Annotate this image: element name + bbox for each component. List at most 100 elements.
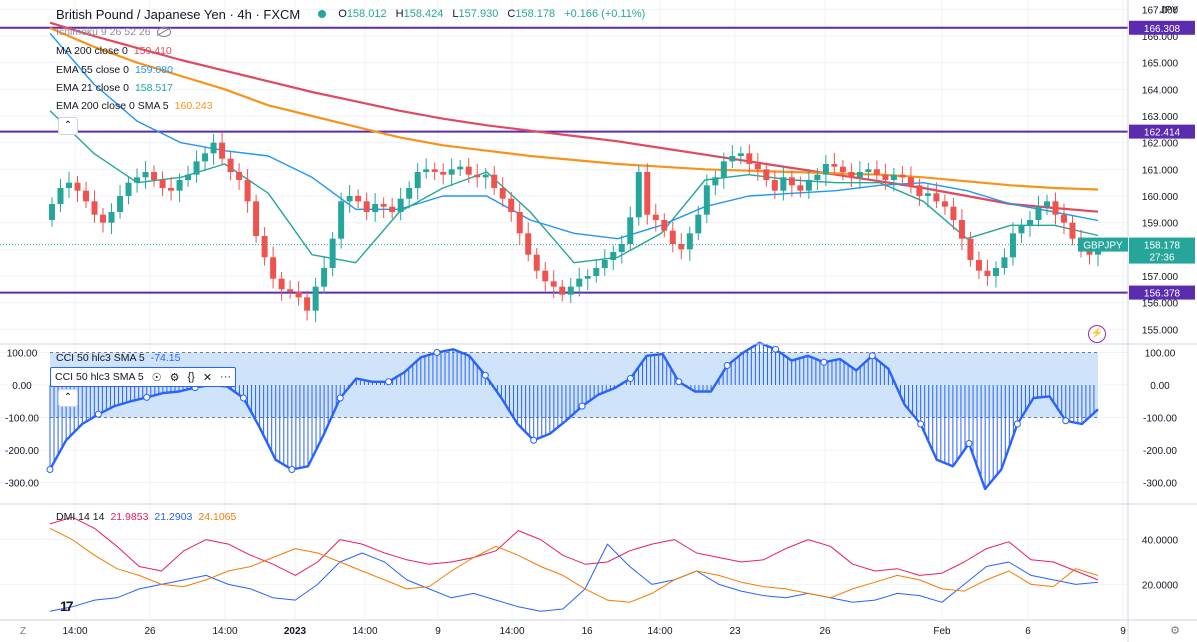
- candle-body: [295, 292, 302, 298]
- cci-toolbar[interactable]: CCI 50 hlc3 SMA 5 ☉ ⚙ {} ✕ ···: [50, 367, 237, 387]
- close-value: 158.178: [515, 8, 556, 20]
- collapse-cci-button[interactable]: ⌃: [58, 389, 78, 407]
- timezone-label[interactable]: Z: [20, 626, 27, 637]
- candle-body: [754, 164, 761, 170]
- cci-point: [965, 440, 973, 447]
- gear-icon[interactable]: ⚙: [169, 371, 180, 384]
- dmi-line-di: [49, 543, 1099, 612]
- cci-point: [868, 352, 876, 360]
- candle-body: [176, 180, 183, 191]
- legend-ema21[interactable]: EMA 21 close 0 158.517: [56, 82, 173, 94]
- legend-ichimoku-label: Ichimoku 9 26 52 26: [56, 26, 151, 38]
- candle-body: [74, 182, 81, 191]
- time-axis[interactable]: 14:00 26 14:00 2023 14:00 9 14:00 16 14:00 23 26 Fe…: [62, 626, 1126, 637]
- overlay-ma-200-close-0: [49, 21, 1099, 213]
- low-label: L: [452, 8, 459, 20]
- candle-body: [1043, 201, 1050, 207]
- legend-cci[interactable]: CCI 50 hlc3 SMA 5 -74.15: [56, 352, 181, 364]
- legend-ema200-value: 160.243: [174, 100, 213, 112]
- dmi-tick-label: 40.0000: [1142, 536, 1179, 547]
- hidden-eye-icon[interactable]: [156, 27, 171, 37]
- candle-body: [924, 193, 931, 196]
- close-icon[interactable]: ✕: [202, 371, 213, 384]
- candle-body: [831, 164, 838, 167]
- candle-body: [584, 276, 591, 279]
- symbol-tag: [1078, 237, 1128, 252]
- chart-header: British Pound / Japanese Yen · 4h · FXCM…: [56, 6, 645, 22]
- candle-body: [108, 212, 115, 223]
- chevron-up-icon: ⌃: [63, 392, 73, 403]
- candle-body: [253, 201, 260, 236]
- candle-body: [644, 172, 651, 215]
- candle-body: [992, 268, 999, 276]
- collapse-legend-button[interactable]: ⌃: [58, 117, 78, 135]
- candle-body: [525, 233, 532, 255]
- overlay-ema-200-close-0-sma-5: [49, 26, 1099, 191]
- legend-ema55-label: EMA 55 close 0: [56, 64, 129, 76]
- candle-body: [686, 233, 693, 250]
- time-tick-label: 14:00: [647, 626, 672, 637]
- candle-body: [669, 230, 676, 244]
- legend-ichimoku[interactable]: Ichimoku 9 26 52 26: [56, 26, 171, 38]
- candle-body: [720, 161, 727, 178]
- candle-body: [304, 297, 311, 311]
- dmi-tick-label: 20.0000: [1142, 580, 1179, 591]
- candle-body: [839, 166, 846, 172]
- legend-dmi[interactable]: DMI 14 14 21.9853 21.2903 24.1065: [56, 511, 236, 523]
- candle-body: [746, 153, 753, 164]
- lightning-icon[interactable]: ⚡: [1088, 325, 1106, 343]
- dmi-line-di: [49, 516, 1099, 581]
- candle-body: [508, 198, 515, 212]
- legend-ema200[interactable]: EMA 200 close 0 SMA 5 160.243: [56, 100, 213, 112]
- candle-body: [941, 201, 948, 207]
- legend-ema55[interactable]: EMA 55 close 0 159.080: [56, 64, 173, 76]
- symbol-title[interactable]: British Pound / Japanese Yen · 4h · FXCM: [56, 6, 301, 22]
- open-label: O: [338, 8, 347, 20]
- open-value: 158.012: [346, 8, 387, 20]
- legend-ma200[interactable]: MA 200 close 0 159.410: [56, 45, 172, 57]
- gear-icon[interactable]: ⚙: [1170, 625, 1180, 637]
- braces-icon[interactable]: {}: [187, 371, 195, 383]
- candle-body: [329, 238, 336, 268]
- cci-point: [143, 393, 151, 401]
- candle-body: [737, 153, 744, 156]
- candle-body: [576, 278, 583, 287]
- candle-body: [100, 214, 107, 223]
- candle-body: [593, 268, 600, 276]
- close-label: C: [507, 8, 516, 20]
- candle-body: [193, 161, 200, 175]
- candle-body: [414, 172, 421, 188]
- candle-body: [1009, 233, 1016, 258]
- candle-body: [83, 190, 90, 202]
- tradingview-logo[interactable]: 17: [60, 598, 74, 614]
- price-tick-label: 167.000: [1142, 5, 1179, 16]
- price-tick-label: 162.000: [1142, 139, 1179, 150]
- legend-cci-label: CCI 50 hlc3 SMA 5: [56, 352, 145, 364]
- time-tick-label: 26: [144, 626, 156, 637]
- cci-point: [723, 362, 731, 369]
- eye-icon[interactable]: ☉: [151, 371, 162, 384]
- candle-body: [338, 201, 345, 239]
- time-tick-label: 14:00: [352, 626, 377, 637]
- candle-body: [482, 174, 489, 178]
- candle-body: [125, 182, 132, 196]
- price-tick-label: 157.000: [1142, 272, 1179, 283]
- candlesticks: [49, 131, 1101, 323]
- candle-body: [712, 177, 719, 186]
- last-price-tag-label: 158.178: [1144, 241, 1181, 252]
- overlay-ema-21-close-0: [49, 110, 1099, 264]
- more-icon[interactable]: ···: [220, 371, 232, 383]
- price-tick-label: 165.000: [1142, 59, 1179, 70]
- candle-body: [91, 201, 98, 215]
- legend-dmi-label: DMI 14 14: [56, 511, 105, 523]
- currency-label[interactable]: JPY: [1160, 5, 1179, 16]
- candle-body: [423, 169, 430, 172]
- candle-body: [457, 166, 464, 170]
- candle-body: [389, 206, 396, 212]
- candle-body: [627, 217, 634, 244]
- candle-body: [227, 158, 234, 172]
- candle-body: [236, 172, 243, 180]
- candle-body: [431, 169, 438, 172]
